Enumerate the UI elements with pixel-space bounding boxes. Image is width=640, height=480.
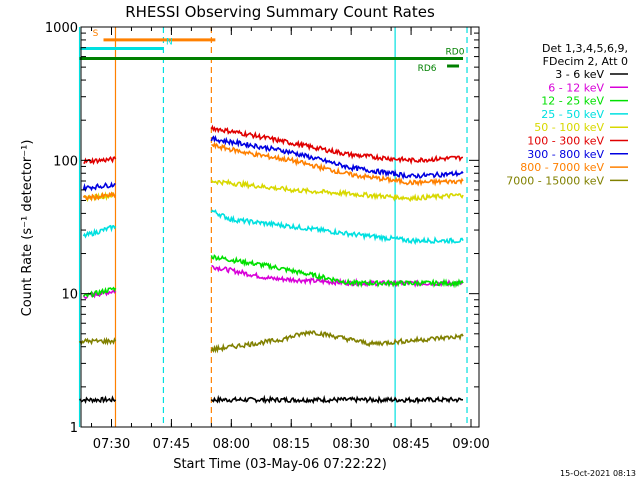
annotation-label-rd0: RD0 [446, 48, 465, 58]
x-axis-label: Start Time (03-May-06 07:22:22) [173, 457, 387, 472]
x-tick-label: 08:00 [213, 437, 250, 452]
series-line-0-segment-1 [210, 394, 464, 405]
series-line-7-segment-0 [82, 191, 117, 202]
series-line-7-segment-1 [211, 141, 464, 187]
legend-header-line: Det 1,3,4,5,6,9, [542, 42, 628, 55]
legend-entry-label: 7000 - 15000 keV [506, 174, 604, 187]
chart-title: RHESSI Observing Summary Count Rates [125, 3, 435, 21]
legend-entry-label: 50 - 100 keV [534, 121, 604, 134]
x-tick-label: 08:45 [392, 437, 429, 452]
x-tick-label: 08:15 [273, 437, 310, 452]
annotation-label-rd6: RD6 [418, 64, 437, 74]
x-tick-label: 07:45 [153, 437, 190, 452]
series-line-3-segment-0 [82, 224, 117, 239]
x-tick-label: 07:30 [93, 437, 130, 452]
series-line-4-segment-1 [210, 178, 464, 203]
y-tick-label: 100 [53, 154, 78, 169]
legend-entry-label: 6 - 12 keV [548, 81, 604, 94]
y-axis-label: Count Rate (s⁻¹ detector⁻¹) [20, 140, 35, 317]
legend-entry-label: 800 - 7000 keV [520, 161, 604, 174]
legend: Det 1,3,4,5,6,9,FDecim 2, Att 03 - 6 keV… [506, 42, 628, 187]
y-tick-label: 1000 [45, 21, 78, 36]
x-tick-label: 09:00 [452, 437, 489, 452]
annotation-label-s: S [93, 29, 99, 39]
legend-entry-label: 3 - 6 keV [555, 68, 604, 81]
annotation-label-n: N [166, 37, 173, 47]
series-line-0-segment-0 [79, 395, 117, 405]
series-line-8-segment-0 [78, 336, 117, 346]
vertical-marker-layer [78, 27, 468, 427]
series-line-5-segment-1 [210, 124, 464, 166]
series-line-5-segment-0 [83, 155, 117, 166]
axes-layer: 07:30 07:45 08:00 08:15 08:30 08:45 09:00 1 10 10… [45, 21, 490, 452]
y-tick-label: 1 [70, 421, 78, 436]
footer-date: 15-Oct-2021 08:13 [560, 469, 636, 478]
legend-entry-label: 12 - 25 keV [541, 95, 604, 108]
series-line-6-segment-1 [210, 134, 464, 180]
series-line-8-segment-1 [210, 329, 464, 354]
x-tick-label: 08:30 [332, 437, 369, 452]
legend-entry-label: 300 - 800 keV [527, 148, 604, 161]
legend-header-line: FDecim 2, Att 0 [543, 55, 628, 68]
series-line-2-segment-1 [210, 254, 464, 289]
legend-entry-label: 25 - 50 keV [541, 108, 604, 121]
annotation-layer: S N RD0 RD6 [79, 29, 465, 74]
series-line-6-segment-0 [82, 181, 116, 193]
y-tick-label: 10 [61, 288, 78, 303]
plot-frame [80, 26, 480, 428]
legend-entry-label: 100 - 300 keV [527, 135, 604, 148]
series-line-3-segment-1 [210, 209, 464, 246]
